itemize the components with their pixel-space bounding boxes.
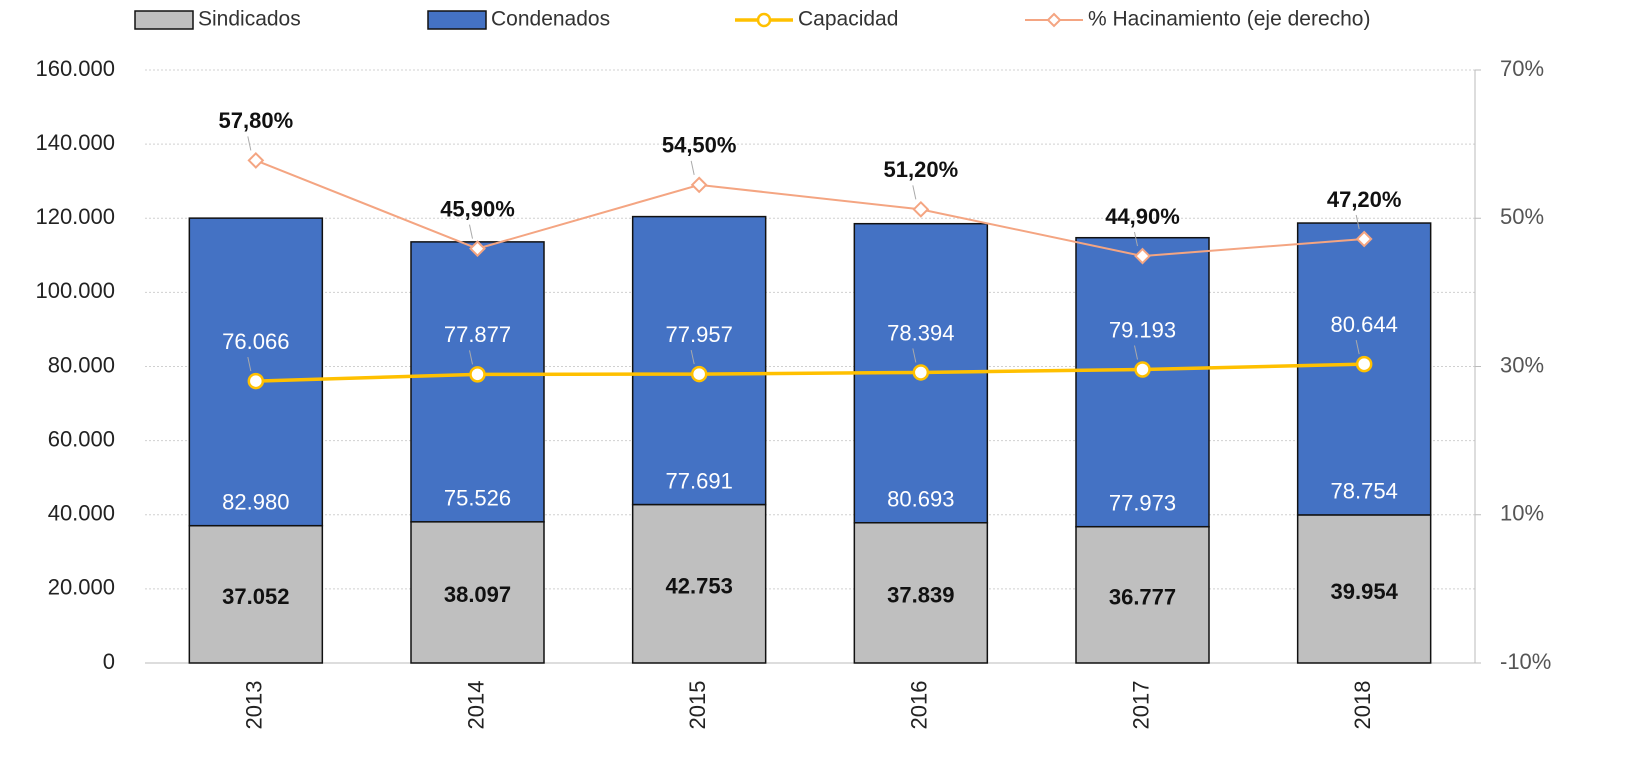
leader xyxy=(1134,231,1138,247)
y-tick-label: 140.000 xyxy=(35,130,115,155)
y-tick-label: 20.000 xyxy=(48,575,115,600)
y-tick-label: 120.000 xyxy=(35,204,115,229)
bar xyxy=(188,524,324,664)
y-tick-label: 0 xyxy=(103,649,115,674)
x-tick-label: 2015 xyxy=(685,681,710,730)
legend-label: Condenados xyxy=(491,8,610,31)
x-tick-label: 2017 xyxy=(1128,681,1153,730)
data-label: 39.954 xyxy=(1331,579,1399,604)
data-label: 44,90% xyxy=(1105,204,1180,229)
data-label: 77.691 xyxy=(666,468,733,493)
leader xyxy=(1134,345,1138,360)
bar xyxy=(1296,514,1432,664)
legend-label: Sindicados xyxy=(198,8,301,31)
data-label: 77.957 xyxy=(666,322,733,347)
y-tick-label: 80.000 xyxy=(48,352,115,377)
x-tick-label: 2016 xyxy=(907,681,932,730)
data-label: 78.754 xyxy=(1331,479,1398,504)
y-tick-label: 60.000 xyxy=(48,426,115,451)
leader xyxy=(690,349,695,365)
bar xyxy=(631,215,767,506)
leader xyxy=(1355,214,1360,230)
data-label: 57,80% xyxy=(219,108,294,133)
data-label: 37.839 xyxy=(887,583,954,608)
line xyxy=(255,159,1365,258)
bar xyxy=(188,217,324,527)
bar xyxy=(1075,236,1210,528)
data-label: 47,20% xyxy=(1327,187,1402,212)
marker xyxy=(1134,361,1151,378)
y2-tick-label: -10% xyxy=(1500,649,1551,674)
data-label: 42.753 xyxy=(666,574,733,599)
data-label: 82.980 xyxy=(222,489,289,514)
marker xyxy=(469,240,486,258)
marker xyxy=(247,152,265,169)
y-tick-label: 100.000 xyxy=(35,278,115,303)
data-label: 36.777 xyxy=(1109,585,1176,610)
legend-marker xyxy=(756,12,772,28)
marker xyxy=(469,366,486,383)
legend-label: Capacidad xyxy=(798,8,898,31)
leader xyxy=(690,160,695,175)
legend-label: % Hacinamiento (eje derecho) xyxy=(1088,8,1370,31)
data-label: 38.097 xyxy=(444,582,511,607)
legend-swatch xyxy=(427,10,487,30)
data-label: 80.693 xyxy=(887,487,954,512)
bar xyxy=(631,503,767,664)
data-label: 76.066 xyxy=(222,329,289,354)
data-label: 37.052 xyxy=(222,584,289,609)
x-tick-label: 2013 xyxy=(242,681,267,730)
y-tick-label: 40.000 xyxy=(48,501,115,526)
marker xyxy=(690,176,708,194)
data-label: 78.394 xyxy=(887,320,954,345)
marker xyxy=(912,364,930,381)
marker xyxy=(690,365,708,383)
leader xyxy=(912,348,917,363)
leader xyxy=(469,224,473,239)
y-tick-label: 160.000 xyxy=(35,56,115,81)
x-tick-label: 2018 xyxy=(1350,681,1375,730)
leader xyxy=(1355,340,1360,355)
y2-tick-label: 50% xyxy=(1500,204,1544,229)
leader xyxy=(247,136,252,151)
line xyxy=(255,362,1365,383)
marker xyxy=(912,200,930,218)
y2-tick-label: 70% xyxy=(1500,56,1544,81)
bar xyxy=(1075,525,1210,664)
marker xyxy=(247,372,265,390)
data-label: 77.877 xyxy=(444,322,511,347)
data-label: 77.973 xyxy=(1109,491,1176,516)
bar xyxy=(410,521,545,664)
data-label: 79.193 xyxy=(1109,317,1176,342)
marker xyxy=(1355,230,1373,248)
x-tick-label: 2014 xyxy=(463,681,488,730)
data-label: 45,90% xyxy=(440,196,515,221)
leader xyxy=(912,185,917,200)
leader xyxy=(247,356,252,372)
legend-swatch xyxy=(134,10,194,30)
data-label: 51,20% xyxy=(884,157,959,182)
y2-tick-label: 10% xyxy=(1500,501,1544,526)
marker xyxy=(1134,247,1151,265)
y2-tick-label: 30% xyxy=(1500,352,1544,377)
bar xyxy=(853,522,989,664)
marker xyxy=(1355,355,1373,373)
data-label: 54,50% xyxy=(662,133,737,158)
leader xyxy=(469,350,473,365)
data-label: 80.644 xyxy=(1331,312,1398,337)
legend-marker xyxy=(1046,12,1062,28)
data-label: 75.526 xyxy=(444,486,511,511)
